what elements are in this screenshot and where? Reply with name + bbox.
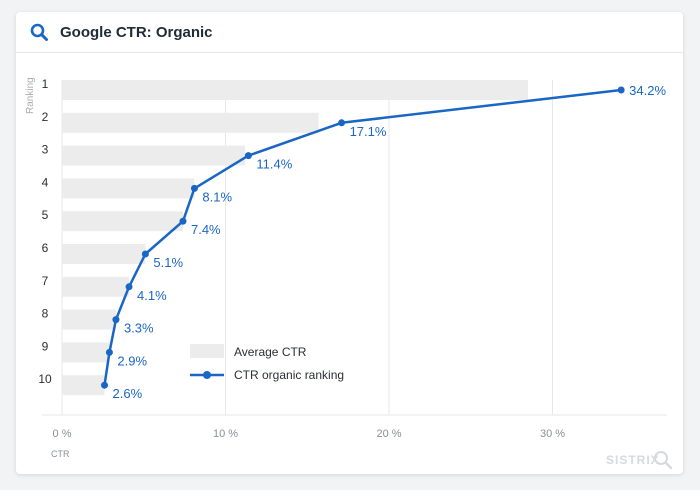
bar-layer [62,80,528,396]
ctr-point-rank-7 [125,283,133,291]
bar-rank-2 [62,112,319,133]
rank-label: 9 [42,339,49,353]
ctr-point-rank-4 [190,184,198,192]
legend-line-label: CTR organic ranking [234,368,344,382]
ctr-value-label: 7.4% [191,222,221,237]
magnifier-icon [654,451,673,470]
ctr-point-rank-5 [179,217,187,225]
bar-rank-6 [62,244,146,264]
ctr-value-label: 11.4% [256,157,292,172]
rank-label: 6 [42,241,49,255]
x-tick-label: 10 % [213,428,238,440]
ctr-value-label: 5.1% [153,255,183,270]
ctr-point-rank-10 [101,381,109,389]
rank-label: 10 [38,372,52,386]
line-layer: 34.2% 17.1% 11.4% 8.1% 7.4% 5.1% 4.1% 3.3% 2.9% 2… [101,83,666,401]
ctr-line [103,88,622,386]
chart-title: Google CTR: Organic [60,23,213,41]
ctr-point-rank-3 [244,152,252,160]
ctr-point-rank-8 [112,316,120,324]
bar-rank-4 [62,178,195,199]
x-tick-label: 30 % [540,428,565,440]
ctr-value-label: 17.1% [350,124,387,139]
rank-label: 5 [42,208,49,222]
bar-rank-10 [62,375,105,396]
legend-bar-label: Average CTR [234,345,307,359]
ctr-point-rank-9 [105,348,113,356]
ctr-point-rank-2 [338,119,346,127]
ctr-value-label: 8.1% [202,189,232,204]
y-axis-label: Ranking [25,77,36,114]
ctr-point-rank-6 [141,250,149,258]
bar-rank-5 [62,211,183,232]
rank-labels: 1 2 3 4 5 6 7 8 9 10 [38,77,52,386]
sistrix-watermark: SISTRIX [606,451,673,470]
x-tick-label: 20 % [376,428,401,440]
rank-label: 4 [42,175,49,189]
legend-line-dot [203,371,211,379]
rank-label: 1 [42,77,49,91]
ctr-point-rank-1 [617,86,625,94]
x-tick-label: 0 % [53,428,72,440]
ctr-value-label: 2.9% [117,353,147,368]
bar-rank-8 [62,309,116,330]
bar-rank-7 [62,276,130,297]
ctr-value-label: 3.3% [124,321,154,336]
search-icon[interactable] [30,23,48,41]
legend-bar-swatch [190,344,224,358]
ctr-value-label: 2.6% [113,386,143,401]
rank-label: 8 [42,307,49,321]
rank-label: 3 [42,143,49,157]
tick-labels: 0 % 10 % 20 % 30 % [53,428,566,440]
legend: Average CTR CTR organic ranking [190,344,344,382]
rank-label: 2 [42,110,49,124]
rank-label: 7 [42,274,49,288]
ctr-value-label: 34.2% [629,83,666,98]
watermark-text: SISTRIX [606,453,660,467]
ctr-value-label: 4.1% [137,288,167,303]
card-header: Google CTR: Organic [16,12,683,53]
x-axis-label: CTR [51,449,70,459]
grid-layer [42,80,667,416]
bar-rank-9 [62,342,110,363]
bar-rank-1 [62,80,528,100]
bar-rank-3 [62,145,246,166]
